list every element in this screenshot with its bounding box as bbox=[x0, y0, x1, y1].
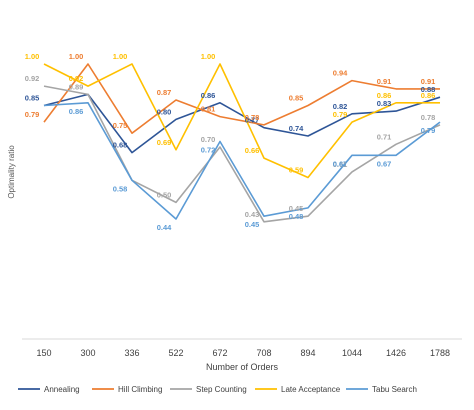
series-line-late-acceptance bbox=[43, 63, 440, 179]
data-label: 0.85 bbox=[289, 94, 304, 103]
data-label: 0.44 bbox=[157, 223, 172, 232]
x-axis-title: Number of Orders bbox=[206, 362, 279, 372]
data-label: 0.58 bbox=[113, 184, 128, 193]
data-label: 0.59 bbox=[289, 165, 304, 174]
data-label: 0.82 bbox=[333, 102, 348, 111]
data-label: 0.50 bbox=[157, 190, 172, 199]
data-label: 0.81 bbox=[201, 105, 216, 114]
data-label: 0.78 bbox=[421, 113, 436, 122]
data-label: 0.88 bbox=[421, 85, 436, 94]
data-label: 0.86 bbox=[421, 91, 436, 100]
legend-label: Annealing bbox=[44, 385, 80, 394]
data-label: 0.69 bbox=[157, 138, 172, 147]
data-label: 0.87 bbox=[157, 88, 172, 97]
x-tick-label: 522 bbox=[168, 348, 183, 358]
data-label: 0.70 bbox=[201, 135, 216, 144]
data-label: 0.83 bbox=[377, 99, 392, 108]
data-label: 0.68 bbox=[113, 141, 128, 150]
data-label: 1.00 bbox=[113, 52, 128, 61]
data-label: 0.79 bbox=[25, 110, 40, 119]
legend-label: Tabu Search bbox=[372, 385, 417, 394]
x-tick-label: 1426 bbox=[386, 348, 406, 358]
data-label: 0.74 bbox=[289, 124, 304, 133]
data-label: 0.61 bbox=[333, 160, 348, 169]
data-label: 0.86 bbox=[377, 91, 392, 100]
x-tick-label: 1044 bbox=[342, 348, 362, 358]
data-label: 0.48 bbox=[289, 212, 304, 221]
data-label: 0.85 bbox=[25, 94, 40, 103]
data-label: 0.78 bbox=[245, 113, 260, 122]
data-label: 0.66 bbox=[245, 146, 260, 155]
series-line-tabu-search bbox=[43, 102, 441, 220]
data-label: 0.89 bbox=[69, 82, 84, 91]
data-label: 0.92 bbox=[69, 74, 84, 83]
data-label: 0.94 bbox=[333, 69, 348, 78]
x-tick-label: 1788 bbox=[430, 348, 450, 358]
data-label: 0.86 bbox=[201, 91, 216, 100]
y-axis-title: Optimality ratio bbox=[7, 145, 16, 199]
series-line-step-counting bbox=[43, 85, 441, 223]
data-label: 0.79 bbox=[333, 110, 348, 119]
data-label: 0.45 bbox=[289, 204, 304, 213]
data-label: 0.72 bbox=[201, 146, 216, 155]
data-label: 0.80 bbox=[157, 107, 172, 116]
data-label: 0.92 bbox=[25, 74, 40, 83]
data-label: 1.00 bbox=[25, 52, 40, 61]
data-label: 0.91 bbox=[421, 77, 436, 86]
data-label: 0.45 bbox=[245, 220, 260, 229]
x-tick-label: 300 bbox=[80, 348, 95, 358]
data-label: 0.77 bbox=[245, 116, 260, 125]
x-tick-label: 150 bbox=[36, 348, 51, 358]
x-tick-label: 708 bbox=[256, 348, 271, 358]
data-label: 0.86 bbox=[69, 107, 84, 116]
series-line-hill-climbing bbox=[43, 63, 440, 134]
x-tick-label: 336 bbox=[124, 348, 139, 358]
data-label: 0.67 bbox=[377, 159, 392, 168]
x-tick-label: 894 bbox=[300, 348, 315, 358]
legend-label: Step Counting bbox=[196, 385, 247, 394]
legend-label: Hill Climbing bbox=[118, 385, 162, 394]
data-label: 0.75 bbox=[113, 121, 128, 130]
data-label: 0.67 bbox=[333, 159, 348, 168]
data-label: 1.00 bbox=[69, 52, 84, 61]
data-label: 0.79 bbox=[421, 126, 436, 135]
plot-area: 150 300 336 522 672 708 894 1044 1426 1788 0.85 0.6… bbox=[22, 52, 462, 358]
data-label: 1.00 bbox=[201, 52, 216, 61]
legend: Annealing Hill Climbing Step Counting Late … bbox=[18, 385, 417, 394]
x-tick-label: 672 bbox=[212, 348, 227, 358]
data-label: 0.43 bbox=[245, 210, 260, 219]
data-label: 0.71 bbox=[377, 132, 392, 141]
data-label: 0.91 bbox=[377, 77, 392, 86]
legend-label: Late Acceptance bbox=[281, 385, 341, 394]
